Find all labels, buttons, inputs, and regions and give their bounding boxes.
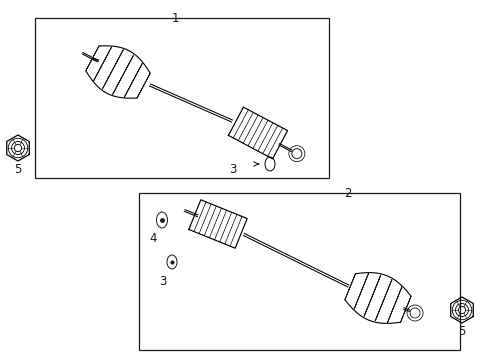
- Text: 5: 5: [458, 325, 466, 338]
- Text: 4: 4: [149, 232, 157, 245]
- Text: 1: 1: [171, 12, 179, 25]
- Text: 2: 2: [344, 187, 352, 200]
- Bar: [35, 18, 329, 178]
- Text: 3: 3: [230, 162, 237, 176]
- Bar: [139, 193, 460, 350]
- Text: 5: 5: [14, 163, 22, 176]
- Text: 3: 3: [159, 275, 167, 288]
